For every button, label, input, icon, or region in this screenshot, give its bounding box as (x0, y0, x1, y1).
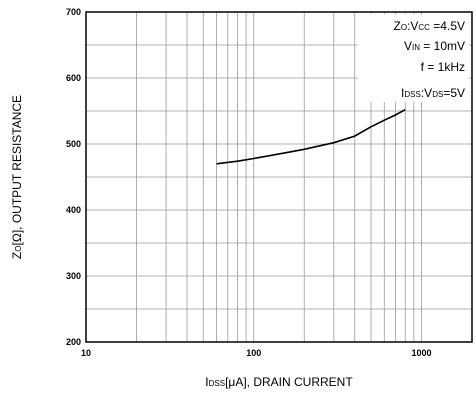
chart-annotation: ZO:VCC =4.5V VIN = 10mV f = 1kHz IDSS:VDS=5… (358, 14, 469, 102)
y-tick-label: 700 (66, 7, 81, 17)
y-tick-label: 500 (66, 139, 81, 149)
y-tick-label: 300 (66, 271, 81, 281)
x-tick-label: 10 (81, 348, 91, 358)
y-axis-label: ZO[Ω], OUTPUT RESISTANCE (10, 95, 24, 259)
chart-series (216, 108, 406, 165)
y-tick-label: 200 (66, 337, 81, 347)
annotation-box (358, 14, 469, 102)
annotation-line: IDSS:VDS=5V (401, 86, 465, 100)
annotation-line: f = 1kHz (421, 60, 465, 74)
chart-ticks: 10 100 1000 200 300 400 500 600 700 (66, 7, 432, 358)
y-tick-label: 600 (66, 73, 81, 83)
plot-frame (85, 11, 473, 343)
x-tick-label: 1000 (411, 348, 431, 358)
series-line (216, 108, 406, 165)
y-tick-label: 400 (66, 205, 81, 215)
annotation-line: ZO:VCC =4.5V (393, 19, 465, 33)
x-axis-label: IDSS[μA], DRAIN CURRENT (205, 375, 353, 389)
annotation-line: VIN = 10mV (404, 39, 465, 53)
chart-grid (86, 12, 472, 342)
x-tick-label: 100 (246, 348, 261, 358)
